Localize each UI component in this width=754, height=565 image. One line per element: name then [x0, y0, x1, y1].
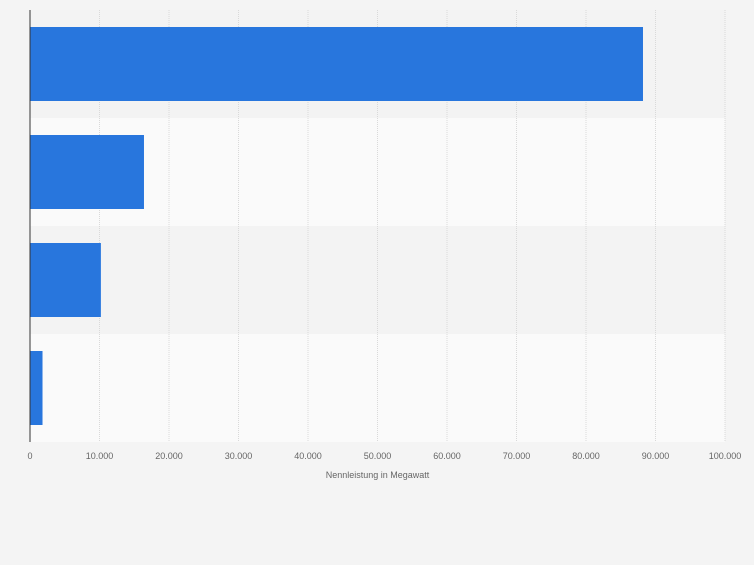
x-tick-label: 70.000	[503, 451, 531, 461]
x-tick-label: 30.000	[225, 451, 253, 461]
bar	[30, 27, 643, 101]
x-tick-label: 40.000	[294, 451, 322, 461]
x-axis-label: Nennleistung in Megawatt	[326, 470, 430, 480]
x-tick-label: 90.000	[642, 451, 670, 461]
bars	[30, 27, 643, 425]
bar	[30, 135, 144, 209]
bar	[30, 351, 43, 425]
x-tick-label: 50.000	[364, 451, 392, 461]
x-tick-label: 80.000	[572, 451, 600, 461]
x-tick-label: 0	[27, 451, 32, 461]
x-tick-label: 20.000	[155, 451, 183, 461]
bar	[30, 243, 101, 317]
x-tick-label: 10.000	[86, 451, 114, 461]
x-tick-labels: 0 10.000 20.000 30.000 40.000 50.000 60.000 70.…	[27, 451, 741, 461]
x-tick-label: 60.000	[433, 451, 461, 461]
x-tick-label: 100.000	[709, 451, 742, 461]
